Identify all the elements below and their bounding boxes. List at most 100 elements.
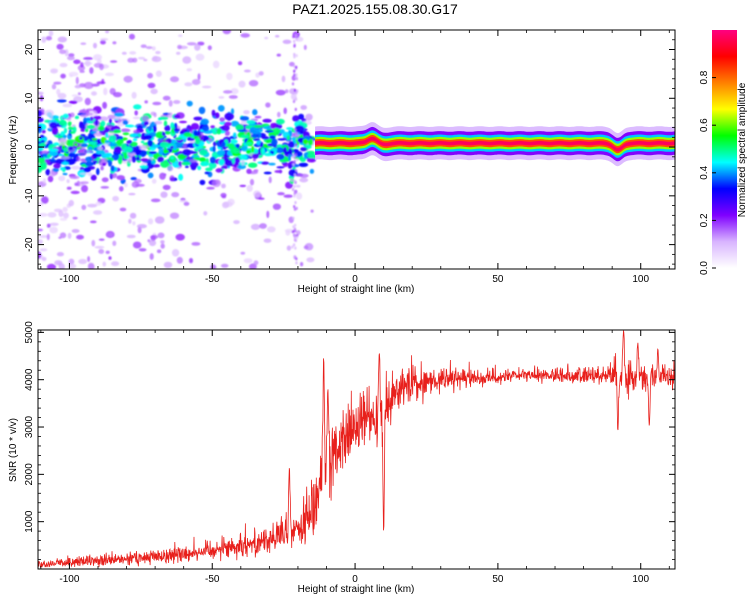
- spectrogram-cell: [293, 179, 296, 183]
- spectrogram-cell: [152, 101, 162, 106]
- spectrogram-cell: [38, 157, 45, 164]
- spectrogram-cell: [293, 255, 296, 259]
- spectrogram-cell: [156, 249, 162, 254]
- spectrogram-cell: [243, 69, 251, 73]
- spectrogram-cell: [294, 201, 297, 205]
- spectrogram-cell: [260, 161, 270, 165]
- spectrogram-cell: [49, 222, 59, 226]
- spectrogram-cell: [48, 148, 59, 152]
- spectrogram-cell: [48, 30, 54, 37]
- snr-xtick-label: 100: [632, 574, 649, 585]
- spectrogram-cell: [293, 205, 296, 209]
- spectrogram-cell: [241, 159, 245, 166]
- spectrogram-cell: [263, 126, 273, 130]
- spectrogram-cell: [224, 130, 230, 136]
- spectrogram-cell: [276, 166, 285, 169]
- spectrogram-cell: [38, 228, 43, 232]
- spectrogram-cell: [220, 117, 225, 123]
- spectrogram-cell: [81, 204, 87, 210]
- spectrogram-xlabel: Height of straight line (km): [298, 284, 415, 295]
- spectrogram-cell: [68, 258, 75, 265]
- spectrogram-cell: [93, 210, 103, 215]
- spectrogram-cell: [96, 168, 100, 176]
- spectrogram-cell: [131, 91, 137, 99]
- spectrogram-cell: [295, 65, 298, 69]
- spectrogram-cell: [295, 143, 298, 147]
- spectrogram-cell: [104, 140, 110, 144]
- spectrogram-cell: [147, 72, 154, 79]
- spectrogram-cell: [170, 76, 179, 83]
- spectrogram-cell: [87, 203, 98, 208]
- spectrogram-cell: [121, 51, 127, 55]
- spectrogram-cell: [85, 156, 93, 162]
- spectrogram-cell: [100, 186, 110, 189]
- spectrogram-cell: [228, 95, 238, 99]
- spectrogram-cell: [143, 58, 148, 62]
- snr-ytick-label: 2000: [24, 463, 35, 486]
- spectrogram-cell: [80, 143, 89, 148]
- spectrogram-cell: [283, 194, 293, 198]
- spectrogram-ytick-label: 20: [24, 44, 35, 56]
- spectrogram-cell: [306, 257, 315, 263]
- spectrogram-cell: [110, 60, 118, 63]
- spectrogram-cell: [91, 138, 98, 141]
- spectrogram-cell: [160, 191, 168, 198]
- spectrogram-cell: [102, 101, 107, 109]
- spectrogram-cell: [126, 234, 136, 239]
- spectrogram-cell: [79, 121, 83, 127]
- spectrogram-cell: [300, 262, 304, 267]
- spectrogram-cell: [162, 184, 171, 191]
- spectrogram-cell: [291, 245, 294, 249]
- spectrogram-cell: [130, 133, 139, 138]
- spectrogram-cell: [131, 155, 137, 163]
- spectrogram-cell: [46, 233, 50, 241]
- spectrogram-cell: [80, 128, 86, 132]
- spectrogram-cell: [146, 162, 154, 169]
- spectrogram-cell: [68, 152, 77, 158]
- spectrogram-cell: [150, 234, 159, 240]
- spectrogram-cell: [158, 147, 164, 156]
- spectrogram-cell: [248, 80, 259, 87]
- spectrogram-cell: [220, 125, 230, 132]
- spectrogram-cell: [265, 102, 271, 108]
- spectrogram-cell: [123, 152, 128, 160]
- spectrogram-cell: [232, 132, 237, 138]
- spectrogram-cell: [210, 125, 216, 129]
- spectrogram-cell: [117, 157, 123, 165]
- spectrogram-cell: [190, 123, 200, 131]
- spectrogram-cell: [94, 245, 105, 249]
- spectrogram-cell: [173, 114, 181, 119]
- spectrogram-cell: [71, 229, 80, 233]
- spectrogram-cell: [62, 103, 73, 108]
- spectrogram-cell: [109, 233, 113, 236]
- spectrogram-cell: [147, 172, 154, 179]
- spectrogram-cell: [292, 99, 296, 104]
- spectrogram-cell: [151, 178, 157, 184]
- spectrogram-cell: [113, 116, 124, 121]
- spectrogram-cell: [79, 172, 89, 175]
- spectrogram-cell: [295, 97, 298, 101]
- spectrogram-cell: [182, 149, 192, 156]
- spectrogram-cell: [84, 97, 91, 106]
- spectrogram-cell: [78, 258, 87, 265]
- spectrogram-cell: [216, 128, 222, 135]
- spectrogram-cell: [52, 167, 59, 173]
- spectrogram-cell: [84, 118, 92, 121]
- spectrogram-xtick-label: 0: [352, 274, 358, 285]
- spectrogram-cell: [295, 91, 298, 95]
- spectrogram-cell: [299, 177, 309, 183]
- spectrogram-cell: [80, 62, 84, 68]
- spectrogram-cell: [95, 150, 106, 155]
- spectrogram-cell: [211, 179, 221, 188]
- spectrogram-cell: [295, 77, 299, 81]
- spectrogram-cell: [268, 162, 276, 166]
- colorbar-scale: [712, 30, 737, 268]
- spectrogram-cell: [70, 190, 80, 195]
- spectrogram-cell: [295, 257, 298, 261]
- spectrogram-cell: [271, 138, 278, 146]
- spectrogram-cell: [97, 146, 104, 151]
- spectrogram-cell: [70, 131, 74, 134]
- spectrogram-cell: [286, 135, 290, 141]
- spectrogram-cell: [162, 149, 169, 154]
- spectrogram-cell: [46, 223, 51, 228]
